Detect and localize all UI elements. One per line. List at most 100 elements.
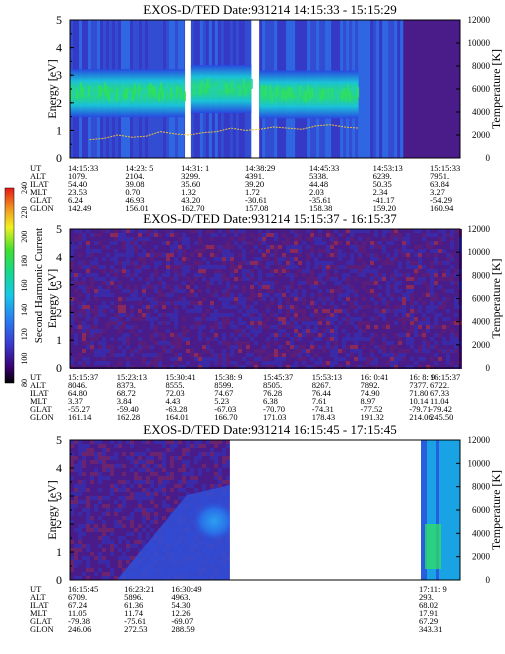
noise-cell <box>342 253 346 257</box>
noise-cell <box>302 289 306 293</box>
noise-cell <box>442 257 446 261</box>
noise-cell <box>250 325 254 329</box>
noise-cell <box>158 353 162 357</box>
noise-cell <box>194 448 198 452</box>
noise-cell <box>422 281 426 285</box>
noise-cell <box>454 233 458 237</box>
noise-cell <box>122 281 126 285</box>
noise-cell <box>114 504 118 508</box>
noise-cell <box>126 440 130 444</box>
noise-cell <box>250 337 254 341</box>
noise-cell <box>138 460 142 464</box>
noise-cell <box>146 472 150 476</box>
noise-cell <box>158 309 162 313</box>
noise-cell <box>150 261 154 265</box>
noise-cell <box>398 329 402 333</box>
noise-cell <box>390 353 394 357</box>
noise-cell <box>134 544 138 548</box>
noise-cell <box>162 468 166 472</box>
noise-cell <box>86 289 90 293</box>
noise-cell <box>366 277 370 281</box>
noise-cell <box>418 289 422 293</box>
noise-cell <box>402 229 406 233</box>
noise-cell <box>82 233 86 237</box>
noise-cell <box>386 257 390 261</box>
noise-cell <box>150 460 154 464</box>
noise-cell <box>194 353 198 357</box>
noise-cell <box>70 325 74 329</box>
noise-cell <box>342 281 346 285</box>
noise-cell <box>234 321 238 325</box>
noise-cell <box>102 568 106 572</box>
band-noise <box>158 91 160 101</box>
noise-cell <box>390 289 394 293</box>
spectrogram-panel-1: EXOS-D/TED Date:931214 14:15:33 - 15:15:… <box>30 2 503 213</box>
noise-cell <box>398 341 402 345</box>
noise-cell <box>78 520 82 524</box>
noise-cell <box>358 281 362 285</box>
noise-cell <box>266 277 270 281</box>
noise-cell <box>150 249 154 253</box>
noise-cell <box>94 532 98 536</box>
noise-cell <box>262 289 266 293</box>
noise-cell <box>418 361 422 365</box>
data-gap <box>185 20 191 158</box>
noise-cell <box>174 249 178 253</box>
noise-cell <box>402 317 406 321</box>
noise-cell <box>278 237 282 241</box>
noise-cell <box>142 269 146 273</box>
noise-cell <box>338 237 342 241</box>
noise-cell <box>78 500 82 504</box>
noise-cell <box>114 313 118 317</box>
noise-cell <box>366 337 370 341</box>
noise-cell <box>374 333 378 337</box>
noise-cell <box>350 325 354 329</box>
noise-cell <box>158 293 162 297</box>
noise-cell <box>90 500 94 504</box>
noise-cell <box>82 532 86 536</box>
noise-cell <box>338 341 342 345</box>
noise-cell <box>166 333 170 337</box>
noise-cell <box>278 309 282 313</box>
noise-cell <box>178 289 182 293</box>
noise-cell <box>110 237 114 241</box>
noise-cell <box>126 357 130 361</box>
noise-cell <box>370 329 374 333</box>
noise-cell <box>330 301 334 305</box>
noise-cell <box>98 564 102 568</box>
noise-cell <box>86 524 90 528</box>
noise-cell <box>110 528 114 532</box>
noise-cell <box>186 484 190 488</box>
noise-cell <box>74 229 78 233</box>
noise-cell <box>110 500 114 504</box>
noise-cell <box>214 265 218 269</box>
noise-cell <box>110 309 114 313</box>
noise-cell <box>410 273 414 277</box>
noise-cell <box>342 333 346 337</box>
noise-cell <box>226 353 230 357</box>
noise-cell <box>342 237 346 241</box>
noise-cell <box>114 305 118 309</box>
noise-cell <box>166 233 170 237</box>
noise-cell <box>142 277 146 281</box>
noise-cell <box>358 289 362 293</box>
noise-cell <box>210 265 214 269</box>
y-tick-label: 1 <box>56 333 62 347</box>
noise-cell <box>454 265 458 269</box>
noise-cell <box>438 317 442 321</box>
noise-cell <box>102 245 106 249</box>
noise-cell <box>314 353 318 357</box>
noise-cell <box>438 345 442 349</box>
noise-cell <box>98 560 102 564</box>
noise-cell <box>298 349 302 353</box>
noise-cell <box>98 341 102 345</box>
noise-cell <box>126 353 130 357</box>
band-noise <box>319 92 321 102</box>
noise-cell <box>90 253 94 257</box>
noise-cell <box>194 341 198 345</box>
noise-cell <box>162 257 166 261</box>
noise-cell <box>366 289 370 293</box>
noise-cell <box>82 277 86 281</box>
noise-cell <box>114 516 118 520</box>
noise-cell <box>102 241 106 245</box>
